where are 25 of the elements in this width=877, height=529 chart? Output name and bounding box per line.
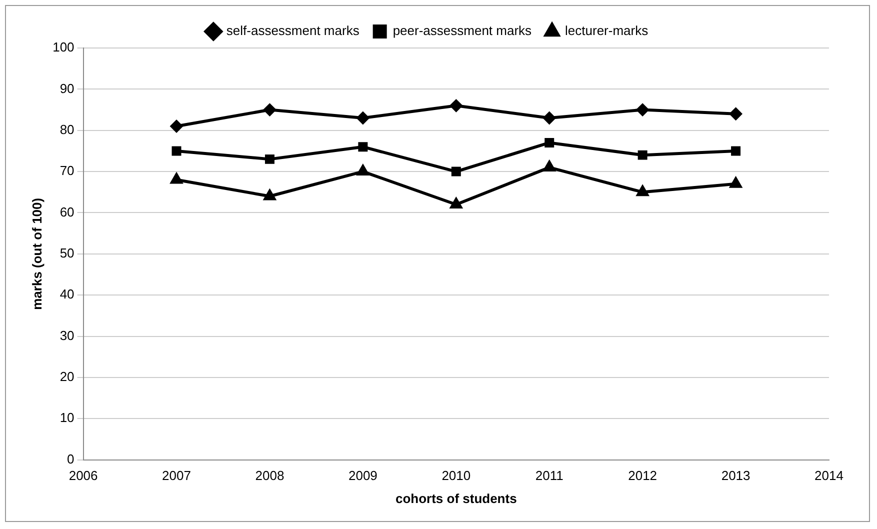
- x-tick-label: 2006: [68, 468, 98, 484]
- x-tick-label: 2007: [162, 468, 191, 484]
- y-axis-title: marks (out of 100): [29, 198, 44, 310]
- x-tick-label: 2012: [628, 468, 658, 484]
- y-tick-label: 20: [60, 369, 74, 384]
- y-tick-label: 30: [60, 328, 74, 343]
- x-tick-label: 2011: [535, 468, 564, 484]
- legend-label: self-assessment marks: [226, 23, 360, 38]
- y-tick-label: 80: [60, 122, 74, 137]
- y-tick-label: 90: [60, 80, 74, 96]
- y-tick-label: 10: [60, 410, 74, 426]
- legend-label: peer-assessment marks: [392, 23, 532, 38]
- x-tick-label: 2009: [348, 468, 378, 484]
- y-tick-label: 50: [60, 245, 74, 260]
- y-tick-label: 40: [60, 286, 74, 302]
- x-tick-label: 2010: [442, 468, 471, 484]
- y-tick-label: 100: [52, 40, 74, 55]
- y-tick-label: 0: [67, 451, 74, 466]
- y-tick-label: 70: [60, 163, 74, 178]
- x-tick-label: 2008: [255, 468, 284, 484]
- x-tick-label: 2014: [814, 468, 844, 484]
- y-tick-label: 60: [60, 204, 74, 220]
- x-tick-label: 2013: [721, 468, 750, 484]
- legend-label: lecturer-marks: [565, 23, 649, 38]
- x-axis-title: cohorts of students: [395, 490, 517, 506]
